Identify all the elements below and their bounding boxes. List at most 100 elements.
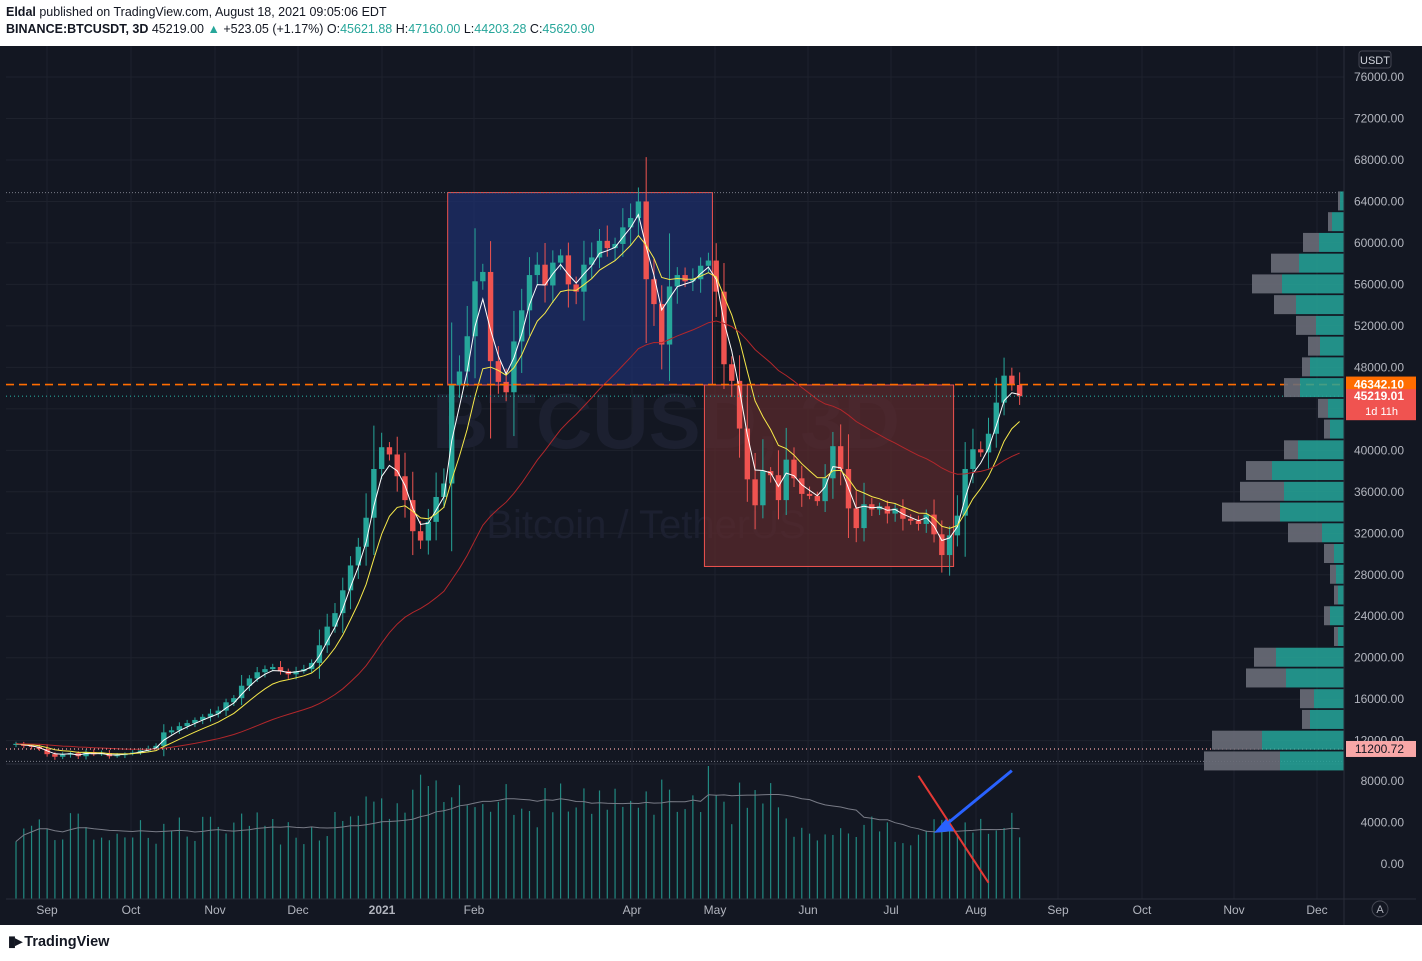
candle-body[interactable] <box>184 723 190 727</box>
candle-body[interactable] <box>192 719 198 724</box>
candle-body[interactable] <box>853 508 859 529</box>
candle-body[interactable] <box>417 531 424 541</box>
candle-body[interactable] <box>627 218 634 228</box>
current-price-tag[interactable] <box>1346 376 1416 393</box>
candle-body[interactable] <box>892 508 898 514</box>
candle-body[interactable] <box>168 730 175 733</box>
blue-arrow[interactable] <box>941 769 1013 830</box>
author-name[interactable]: Eldal <box>6 5 36 19</box>
candle-body[interactable] <box>612 243 618 249</box>
candle-body[interactable] <box>246 678 253 686</box>
candle-body[interactable] <box>200 716 206 720</box>
candle-body[interactable] <box>13 743 19 746</box>
bullish-range-box[interactable] <box>447 192 713 386</box>
candle-body[interactable] <box>690 279 696 282</box>
candle-body[interactable] <box>448 384 455 484</box>
candle-body[interactable] <box>238 685 245 699</box>
candle-body[interactable] <box>837 446 844 469</box>
candle-body[interactable] <box>542 264 548 286</box>
candle-body[interactable] <box>231 698 237 703</box>
candle-body[interactable] <box>59 754 66 757</box>
volume-downtrend-line[interactable] <box>917 775 990 884</box>
candle-body[interactable] <box>347 565 354 591</box>
candle-body[interactable] <box>659 304 665 345</box>
candle-body[interactable] <box>830 446 836 479</box>
candle-body[interactable] <box>791 459 797 479</box>
candle-body[interactable] <box>316 645 323 663</box>
candle-body[interactable] <box>620 227 626 244</box>
candle-body[interactable] <box>806 493 813 496</box>
candle-body[interactable] <box>666 286 673 345</box>
candle-body[interactable] <box>931 514 937 535</box>
candle-body[interactable] <box>402 476 408 501</box>
candle-body[interactable] <box>215 710 221 714</box>
candle-body[interactable] <box>752 479 758 506</box>
candle-body[interactable] <box>495 361 502 382</box>
candle-body[interactable] <box>978 449 984 453</box>
candle-body[interactable] <box>480 271 486 282</box>
low-price-tag[interactable] <box>1346 740 1416 757</box>
candle-body[interactable] <box>876 506 883 510</box>
candle-body[interactable] <box>783 459 789 501</box>
candle-body[interactable] <box>371 468 377 518</box>
candle-body[interactable] <box>923 514 929 524</box>
candle-body[interactable] <box>340 590 346 614</box>
candle-body[interactable] <box>946 535 953 556</box>
candle-body[interactable] <box>604 240 610 249</box>
candle-body[interactable] <box>114 755 120 757</box>
candle-body[interactable] <box>573 284 579 292</box>
candle-body[interactable] <box>581 264 587 292</box>
candle-body[interactable] <box>324 626 330 646</box>
candle-body[interactable] <box>744 428 751 480</box>
price-axis[interactable] <box>1344 46 1416 925</box>
tradingview-brand[interactable]: ▮▸ TradingView <box>8 934 109 950</box>
candle-body[interactable] <box>908 518 914 521</box>
candle-body[interactable] <box>760 471 766 506</box>
candle-body[interactable] <box>643 201 649 280</box>
candle-body[interactable] <box>503 381 509 393</box>
candle-body[interactable] <box>674 275 680 287</box>
candle-body[interactable] <box>822 478 828 502</box>
symbol-name[interactable]: BINANCE:BTCUSDT, 3D <box>6 22 149 36</box>
candle-body[interactable] <box>441 483 447 497</box>
candle-body[interactable] <box>52 754 58 757</box>
candle-body[interactable] <box>44 748 50 755</box>
candle-body[interactable] <box>394 454 400 477</box>
candle-body[interactable] <box>635 201 642 219</box>
candle-body[interactable] <box>487 271 494 362</box>
candle-body[interactable] <box>705 260 712 266</box>
close-price-tag[interactable] <box>1346 389 1416 421</box>
candle-body[interactable] <box>861 504 867 529</box>
candle-body[interactable] <box>464 336 470 372</box>
candle-body[interactable] <box>651 279 657 305</box>
candle-body[interactable] <box>223 702 229 711</box>
candle-body[interactable] <box>332 613 338 627</box>
candle-body[interactable] <box>915 520 922 524</box>
candle-body[interactable] <box>153 745 159 749</box>
auto-scale-button[interactable] <box>1371 900 1389 918</box>
candle-body[interactable] <box>1009 375 1015 385</box>
candle-body[interactable] <box>814 495 821 502</box>
candle-body[interactable] <box>985 433 992 453</box>
candle-body[interactable] <box>721 291 727 365</box>
candle-body[interactable] <box>519 310 525 342</box>
candle-body[interactable] <box>682 275 688 282</box>
candle-body[interactable] <box>775 475 782 501</box>
candle-body[interactable] <box>456 371 463 385</box>
candle-body[interactable] <box>939 534 945 556</box>
candle-body[interactable] <box>799 478 805 494</box>
candle-body[interactable] <box>262 669 268 673</box>
candle-body[interactable] <box>207 713 214 717</box>
candle-body[interactable] <box>557 255 564 263</box>
candle-body[interactable] <box>1016 384 1023 397</box>
candle-body[interactable] <box>161 732 167 746</box>
candle-body[interactable] <box>1001 375 1007 403</box>
candle-body[interactable] <box>526 275 533 311</box>
candle-body[interactable] <box>293 671 299 675</box>
candle-body[interactable] <box>729 364 735 381</box>
candle-body[interactable] <box>596 240 603 258</box>
candle-body[interactable] <box>565 255 572 285</box>
candle-body[interactable] <box>386 447 393 455</box>
candle-body[interactable] <box>363 517 369 547</box>
candle-body[interactable] <box>736 380 743 429</box>
